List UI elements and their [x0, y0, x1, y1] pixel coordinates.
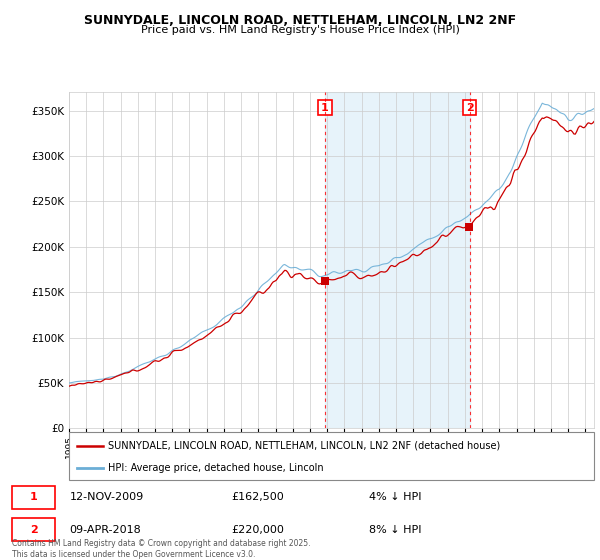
Text: 1: 1	[321, 102, 329, 113]
Text: SUNNYDALE, LINCOLN ROAD, NETTLEHAM, LINCOLN, LN2 2NF: SUNNYDALE, LINCOLN ROAD, NETTLEHAM, LINC…	[84, 14, 516, 27]
Text: Price paid vs. HM Land Registry's House Price Index (HPI): Price paid vs. HM Land Registry's House …	[140, 25, 460, 35]
FancyBboxPatch shape	[12, 486, 55, 508]
Text: £162,500: £162,500	[231, 492, 284, 502]
Text: 12-NOV-2009: 12-NOV-2009	[70, 492, 144, 502]
Text: 4% ↓ HPI: 4% ↓ HPI	[369, 492, 422, 502]
Text: HPI: Average price, detached house, Lincoln: HPI: Average price, detached house, Linc…	[109, 463, 324, 473]
FancyBboxPatch shape	[12, 519, 55, 541]
Text: Contains HM Land Registry data © Crown copyright and database right 2025.
This d: Contains HM Land Registry data © Crown c…	[12, 539, 311, 559]
FancyBboxPatch shape	[69, 432, 594, 480]
Text: SUNNYDALE, LINCOLN ROAD, NETTLEHAM, LINCOLN, LN2 2NF (detached house): SUNNYDALE, LINCOLN ROAD, NETTLEHAM, LINC…	[109, 441, 500, 451]
Text: 8% ↓ HPI: 8% ↓ HPI	[369, 525, 422, 535]
Text: 2: 2	[30, 525, 37, 535]
Bar	[325, 92, 470, 428]
Text: 09-APR-2018: 09-APR-2018	[70, 525, 142, 535]
Text: 1: 1	[30, 492, 37, 502]
Text: 2: 2	[466, 102, 473, 113]
Text: £220,000: £220,000	[231, 525, 284, 535]
